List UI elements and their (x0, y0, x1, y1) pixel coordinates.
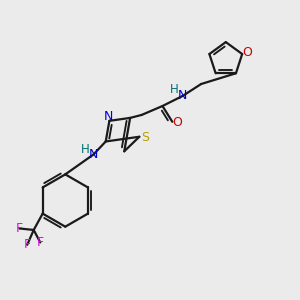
Text: S: S (141, 131, 149, 144)
Text: N: N (89, 148, 98, 161)
Text: F: F (37, 236, 44, 249)
Text: O: O (242, 46, 252, 59)
Text: H: H (81, 142, 90, 156)
Text: N: N (178, 89, 188, 102)
Text: F: F (24, 238, 31, 251)
Text: H: H (170, 83, 179, 97)
Text: O: O (173, 116, 183, 129)
Text: F: F (16, 222, 23, 235)
Text: N: N (103, 110, 113, 123)
